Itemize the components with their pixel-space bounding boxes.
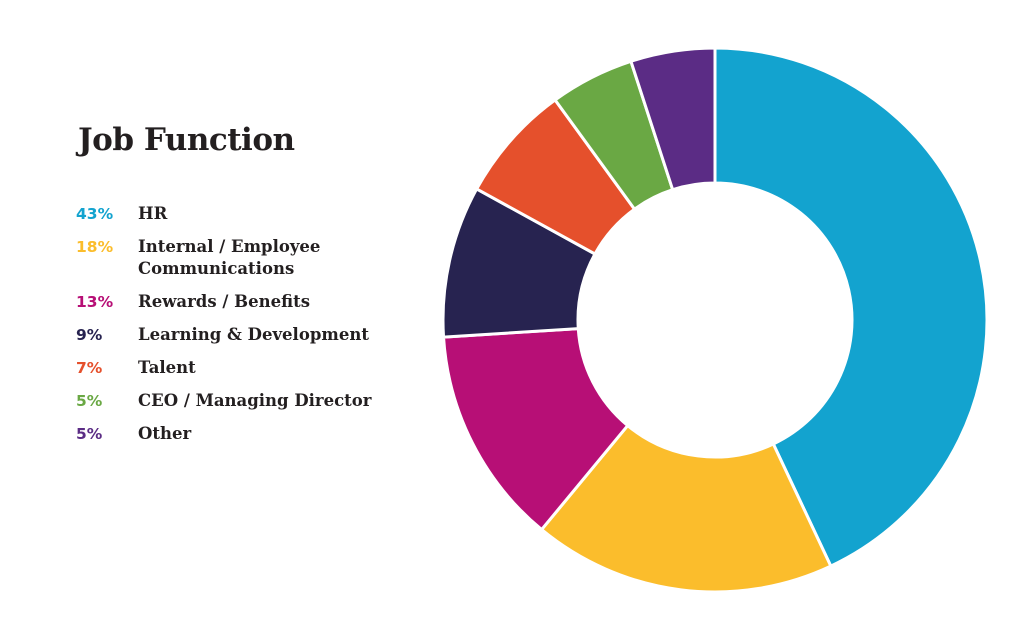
donut-chart: [441, 46, 989, 594]
legend-percent-ceo-managing-director: 5%: [76, 392, 103, 410]
legend-percent-hr: 43%: [76, 205, 114, 223]
legend-item-other: 5% Other: [76, 423, 406, 445]
donut-slice-rewards-benefits: [442, 327, 630, 532]
donut-slice-hr: [713, 46, 989, 568]
legend-item-talent: 7% Talent: [76, 357, 406, 379]
legend-label-line: Internal / Employee: [138, 237, 321, 256]
legend-item-rewards-benefits: 13% Rewards / Benefits: [76, 291, 406, 313]
legend-item-ceo-managing-director: 5% CEO / Managing Director: [76, 390, 406, 412]
legend-label-learning-development: Learning & Development: [138, 325, 369, 344]
legend-item-hr: 43% HR: [76, 203, 406, 225]
donut-slice-internal-employee-communications: [540, 424, 833, 594]
legend-percent-other: 5%: [76, 425, 103, 443]
legend-label-hr: HR: [138, 204, 168, 223]
legend-percent-talent: 7%: [76, 359, 103, 377]
legend-label-internal-communications: Internal / Employee Communications: [138, 236, 320, 280]
legend-percent-learning-development: 9%: [76, 326, 103, 344]
legend-percent-rewards-benefits: 13%: [76, 293, 114, 311]
legend-label-rewards-benefits: Rewards / Benefits: [138, 292, 310, 311]
legend-item-learning-development: 9% Learning & Development: [76, 324, 406, 346]
legend-percent-internal-communications: 18%: [76, 238, 114, 256]
legend-label-other: Other: [138, 424, 192, 443]
legend-item-internal-communications: 18% Internal / Employee Communications: [76, 236, 406, 280]
legend-label-ceo-managing-director: CEO / Managing Director: [138, 391, 372, 410]
legend-label-talent: Talent: [138, 358, 196, 377]
legend-label-line: Communications: [138, 259, 295, 278]
donut-slice-other: [629, 46, 717, 192]
legend: 43% HR 18% Internal / Employee Communica…: [76, 203, 406, 456]
chart-title: Job Function: [78, 122, 295, 158]
